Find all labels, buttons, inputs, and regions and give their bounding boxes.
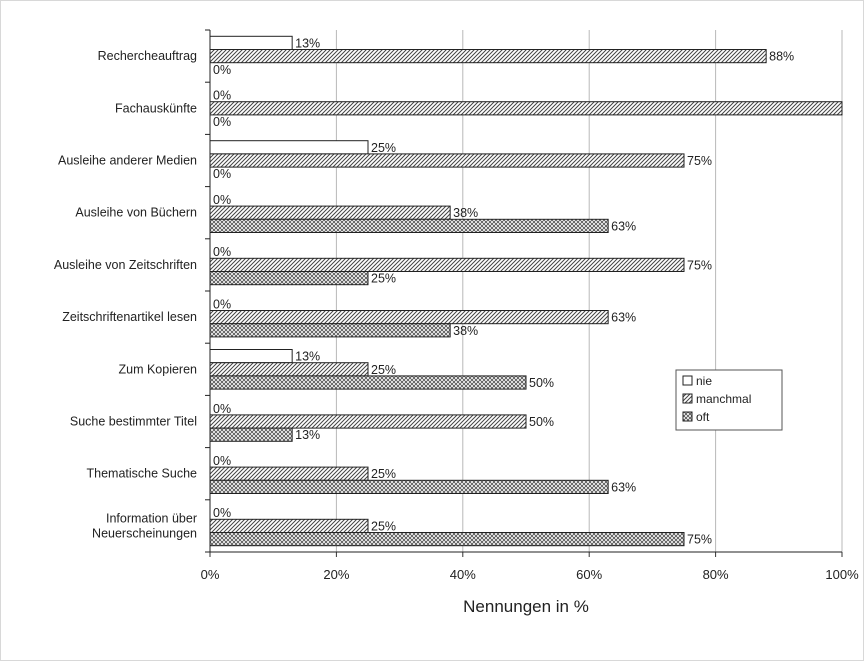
legend-swatch-manchmal: [682, 393, 693, 404]
category-label-line: Ausleihe von Zeitschriften: [54, 258, 197, 272]
bar-oft: [209, 427, 293, 442]
data-label: 63%: [611, 219, 636, 233]
bar-oft: [209, 479, 609, 494]
data-label: 75%: [687, 258, 712, 272]
data-label: 25%: [371, 272, 396, 286]
bar-nie: [209, 349, 293, 364]
x-tick-label: 60%: [576, 567, 602, 582]
category-label-line: Ausleihe von Büchern: [75, 206, 197, 220]
legend: nie manchmal oft: [675, 369, 783, 431]
data-label: 25%: [371, 467, 396, 481]
data-label: 25%: [371, 141, 396, 155]
data-label: 0%: [213, 245, 231, 259]
bar-manchmal: [209, 49, 767, 64]
bar-manchmal: [209, 310, 609, 325]
data-label: 38%: [453, 206, 478, 220]
bar-manchmal: [209, 153, 685, 168]
bar-manchmal: [209, 414, 527, 429]
category-label-line: Information über: [106, 511, 197, 525]
category-label-line: Rechercheauftrag: [98, 49, 197, 63]
data-label: 63%: [611, 480, 636, 494]
data-label: 13%: [295, 350, 320, 364]
data-label: 63%: [611, 311, 636, 325]
category-label: Thematische Suche: [87, 467, 198, 481]
bar-manchmal: [209, 205, 451, 220]
x-tick-label: 0%: [201, 567, 220, 582]
data-label: 0%: [213, 63, 231, 77]
data-label: 13%: [295, 36, 320, 50]
legend-box: [675, 369, 783, 431]
data-label: 0%: [213, 193, 231, 207]
category-label: Suche bestimmter Titel: [70, 415, 197, 429]
category-label-line: Zeitschriftenartikel lesen: [62, 310, 197, 324]
data-label: 38%: [453, 324, 478, 338]
category-label: Zum Kopieren: [118, 362, 197, 376]
bar-manchmal: [209, 362, 369, 377]
bar-nie: [209, 140, 369, 155]
bar-oft: [209, 323, 451, 338]
bar-oft: [209, 375, 527, 390]
category-label: Ausleihe von Zeitschriften: [54, 258, 197, 272]
data-label: 75%: [687, 533, 712, 547]
data-label: 25%: [371, 519, 396, 533]
category-label: Ausleihe von Büchern: [75, 206, 197, 220]
data-label: 0%: [213, 89, 231, 103]
legend-label-manchmal: manchmal: [696, 392, 751, 406]
bar-manchmal: [209, 518, 369, 533]
data-label: 0%: [213, 297, 231, 311]
axes: 0% 20% 40% 60% 80% 100%: [201, 29, 859, 582]
x-tick-label: 20%: [323, 567, 349, 582]
bar-manchmal: [209, 466, 369, 481]
bar-oft: [209, 532, 685, 547]
bar-nie: [209, 35, 293, 50]
data-label: 25%: [371, 363, 396, 377]
data-label: 0%: [213, 402, 231, 416]
category-label: Rechercheauftrag: [98, 49, 197, 63]
category-label: Zeitschriftenartikel lesen: [62, 310, 197, 324]
data-label: 75%: [687, 154, 712, 168]
bar-oft: [209, 218, 609, 234]
category-label: Information über Neuerscheinungen: [92, 511, 197, 540]
category-label-line: Thematische Suche: [87, 467, 198, 481]
legend-swatch-oft: [682, 411, 693, 422]
x-tick-label: 80%: [703, 567, 729, 582]
x-axis-label: Nennungen in %: [463, 597, 589, 616]
labels: Rechercheauftrag Fachauskünfte Ausleihe an…: [54, 36, 794, 546]
x-tick-label: 40%: [450, 567, 476, 582]
x-tick-label: 100%: [825, 567, 859, 582]
bar-manchmal: [209, 257, 685, 272]
data-label: 0%: [213, 167, 231, 181]
data-label: 50%: [529, 415, 554, 429]
category-label-line: Zum Kopieren: [118, 362, 197, 376]
data-label: 88%: [769, 50, 794, 64]
data-label: 50%: [529, 376, 554, 390]
data-label: 13%: [295, 428, 320, 442]
category-label-line: Fachauskünfte: [115, 101, 197, 115]
data-label: 0%: [213, 115, 231, 129]
bars: [209, 35, 843, 547]
category-label: Ausleihe anderer Medien: [58, 154, 197, 168]
category-label-line: Neuerscheinungen: [92, 526, 197, 540]
data-label: 0%: [213, 506, 231, 520]
legend-label-nie: nie: [696, 374, 712, 388]
category-label: Fachauskünfte: [115, 101, 197, 115]
category-label-line: Suche bestimmter Titel: [70, 415, 197, 429]
legend-swatch-nie: [682, 375, 693, 386]
bar-oft: [209, 271, 369, 286]
bar-manchmal: [209, 101, 843, 116]
gridlines: [335, 30, 843, 552]
category-label-line: Ausleihe anderer Medien: [58, 154, 197, 168]
legend-label-oft: oft: [696, 410, 710, 424]
data-label: 0%: [213, 454, 231, 468]
